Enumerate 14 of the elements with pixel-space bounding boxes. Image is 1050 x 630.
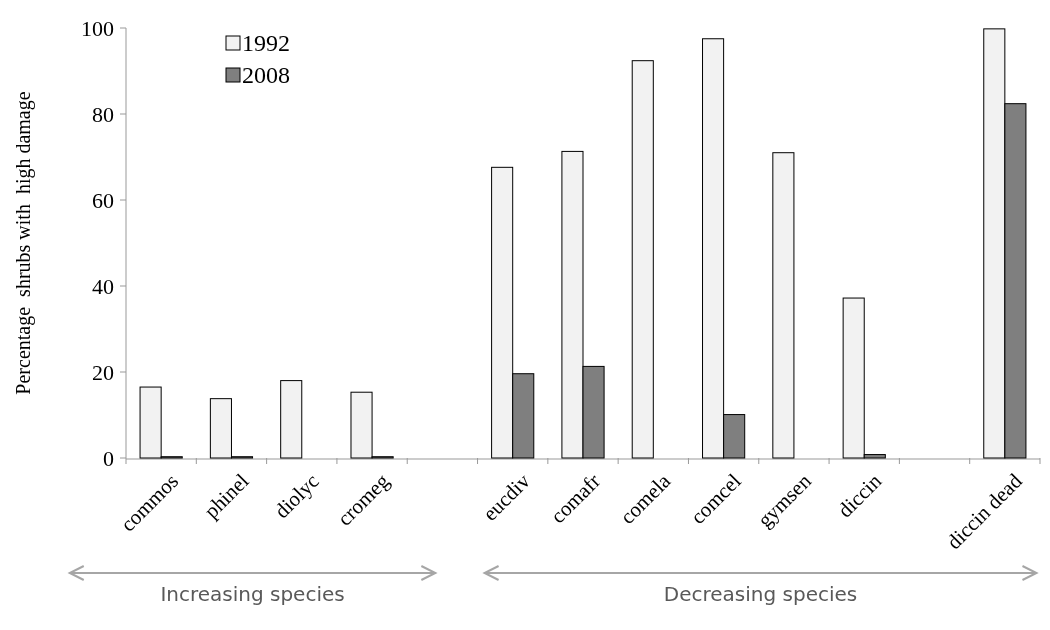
bar — [280, 380, 303, 459]
legend-label: 2008 — [242, 62, 290, 89]
y-tick-label: 40 — [92, 273, 114, 299]
bar — [772, 152, 795, 459]
y-tick-label: 100 — [81, 15, 114, 41]
y-tick-label: 20 — [92, 359, 114, 385]
legend-label: 1992 — [242, 30, 290, 57]
y-tick-label: 60 — [92, 187, 114, 213]
y-tick-label: 0 — [103, 445, 114, 471]
y-axis-title: Percentage shrubs with high damage — [12, 91, 35, 395]
text: Decreasing species — [663, 582, 858, 606]
bar — [631, 60, 654, 459]
y-tick-label: 80 — [92, 101, 114, 127]
text: Increasing species — [160, 582, 345, 606]
